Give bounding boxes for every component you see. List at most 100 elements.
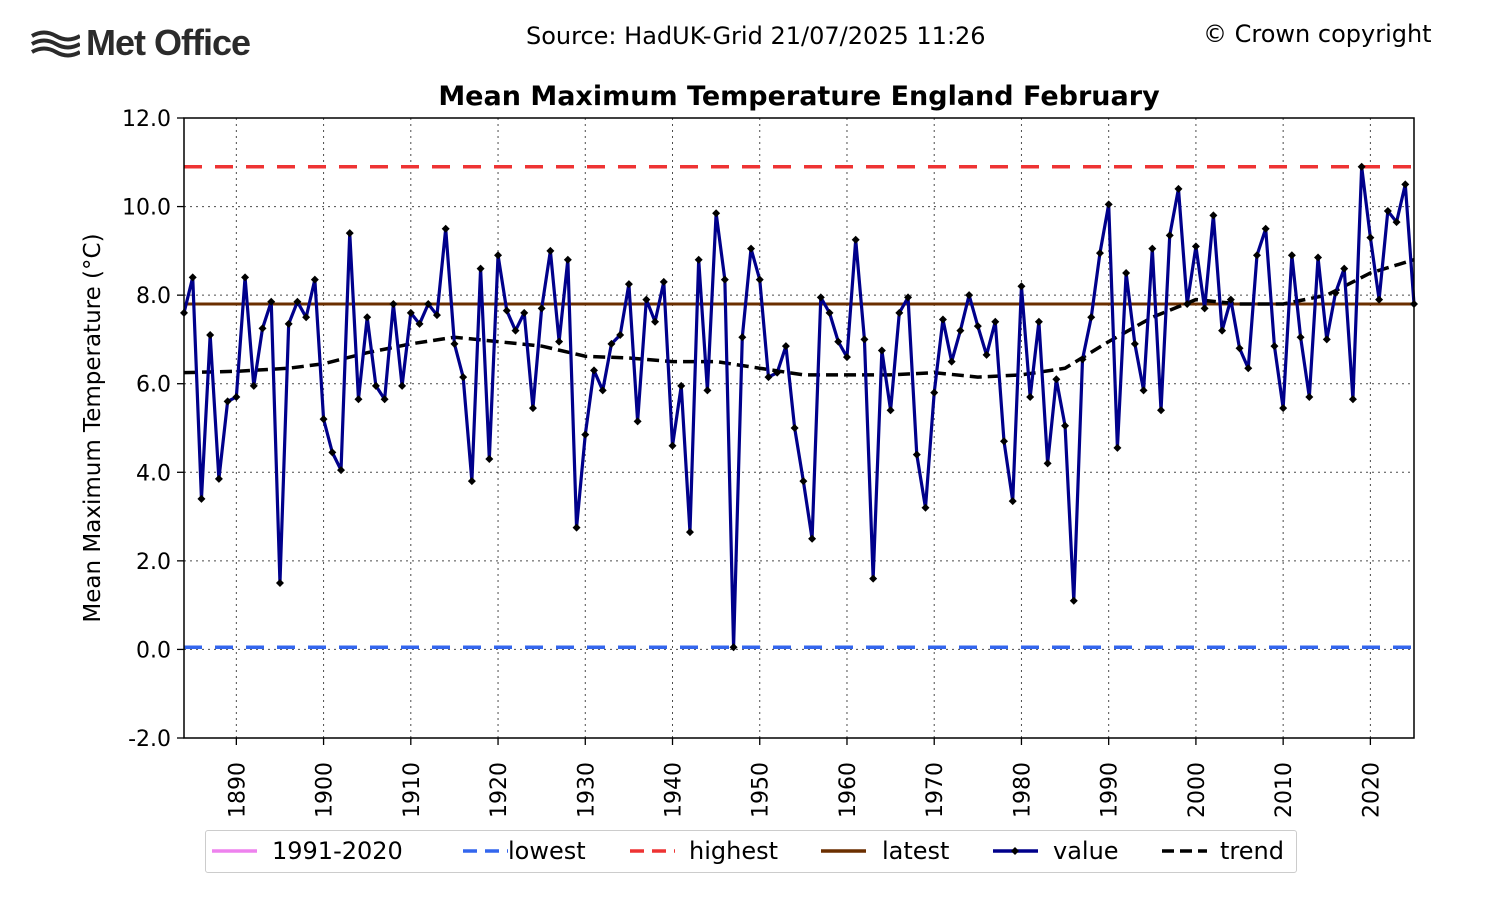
value-point (1130, 339, 1139, 348)
value-point (1366, 233, 1375, 242)
value-point (860, 335, 869, 344)
value-point (328, 448, 337, 457)
value-point (214, 474, 223, 483)
value-point (581, 430, 590, 439)
value-point (494, 251, 503, 260)
value-point (1017, 282, 1026, 291)
value-point (249, 381, 258, 390)
y-tick-label: -2.0 (128, 727, 171, 752)
met-office-wave-icon (30, 30, 80, 58)
value-point (1296, 333, 1305, 342)
value-point (563, 255, 572, 264)
value-point (1401, 180, 1410, 189)
value-point (607, 339, 616, 348)
x-tick-label: 2000 (1185, 762, 1210, 818)
value-point (1000, 437, 1008, 446)
value-point (380, 395, 389, 404)
value-point (345, 229, 354, 238)
value-point (1375, 295, 1384, 304)
value-point (642, 295, 651, 304)
value-point (1104, 200, 1113, 209)
value-point (965, 291, 974, 300)
x-tick-label: 1990 (1098, 762, 1123, 818)
value-point (720, 275, 729, 284)
value-point (1252, 251, 1261, 260)
value-point (223, 397, 232, 406)
value-point (947, 357, 956, 366)
value-point (363, 313, 372, 322)
value-point (991, 317, 1000, 326)
value-point (485, 455, 494, 463)
value-point (1279, 404, 1288, 413)
value-point (1226, 295, 1235, 304)
value-point (406, 308, 415, 317)
value-point (1209, 211, 1218, 220)
y-tick-label: 8.0 (136, 284, 171, 309)
value-point (206, 331, 215, 339)
value-point (1113, 443, 1122, 452)
source-label: Source: HadUK-Grid 21/07/2025 11:26 (526, 22, 986, 50)
value-point (624, 280, 633, 289)
value-point (241, 273, 250, 282)
value-point (982, 350, 991, 359)
value-point (755, 275, 764, 284)
value-point (310, 275, 319, 284)
value-point (1026, 393, 1035, 401)
value-point (398, 381, 407, 390)
value-point (1287, 251, 1296, 260)
value-point (598, 386, 607, 395)
x-tick-label: 1900 (313, 762, 338, 818)
value-point (973, 322, 982, 331)
value-line (182, 165, 1416, 649)
value-point (590, 366, 598, 375)
value-point (267, 297, 276, 306)
value-point (572, 523, 581, 532)
legend-label-latest: latest (882, 837, 949, 865)
value-point (424, 300, 433, 308)
x-tick-label: 1950 (749, 762, 774, 818)
value-point (938, 315, 947, 324)
value-point (528, 404, 537, 413)
legend-label-baseline: 1991-2020 (272, 837, 403, 865)
value-point (738, 333, 747, 342)
value-point (511, 326, 520, 335)
value-point (1122, 269, 1131, 277)
value-point (712, 209, 721, 218)
y-tick-label: 12.0 (122, 107, 171, 132)
value-point (842, 353, 851, 362)
value-point (685, 528, 694, 537)
x-tick-label: 1890 (225, 762, 250, 818)
value-point (319, 415, 328, 424)
value-point (1165, 231, 1174, 240)
x-tick-label: 1960 (836, 762, 861, 818)
y-tick-label: 10.0 (122, 196, 171, 221)
x-tick-label: 1910 (400, 762, 425, 818)
value-point (1191, 242, 1200, 251)
value-point (1034, 317, 1043, 326)
value-point (677, 381, 686, 390)
legend-marker-value (1011, 847, 1019, 855)
value-point (1305, 393, 1314, 401)
copyright-label: © Crown copyright (1203, 20, 1432, 48)
legend-label-highest: highest (689, 837, 778, 865)
value-point (520, 308, 529, 317)
x-tick-label: 1920 (487, 762, 512, 818)
value-point (1043, 459, 1052, 468)
value-point (869, 574, 878, 583)
value-point (616, 331, 625, 339)
axes-frame (183, 117, 1415, 739)
x-tick-label: 1930 (574, 762, 599, 818)
value-point (502, 306, 511, 315)
value-point (1148, 244, 1157, 253)
value-point (1270, 342, 1279, 351)
value-point (895, 308, 904, 317)
y-axis-label: Mean Maximum Temperature (°C) (80, 233, 106, 622)
value-point (459, 373, 468, 382)
value-point (284, 319, 293, 328)
value-point (1235, 344, 1244, 353)
y-tick-label: 2.0 (136, 550, 171, 575)
value-point (1348, 395, 1357, 404)
value-point (450, 339, 459, 348)
value-point (293, 297, 302, 306)
value-point (659, 277, 668, 286)
